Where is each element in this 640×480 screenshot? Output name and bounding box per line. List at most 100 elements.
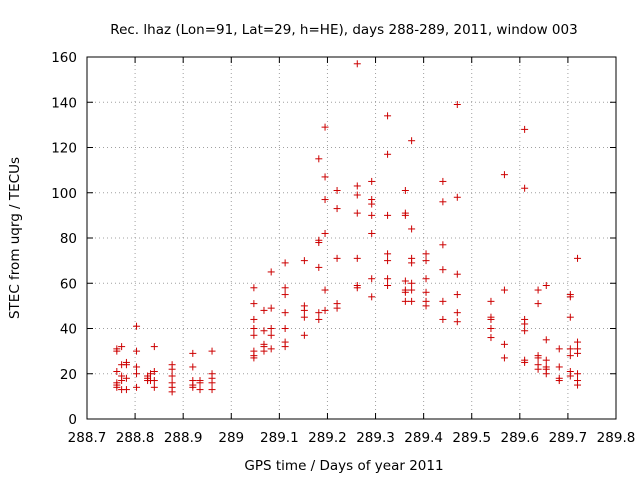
data-point	[384, 275, 392, 283]
data-point	[260, 327, 268, 335]
data-point	[321, 196, 329, 204]
y-tick-label: 80	[60, 231, 77, 247]
data-point	[500, 286, 508, 294]
data-point	[189, 383, 197, 391]
data-point	[368, 293, 376, 301]
y-tick-label: 140	[51, 95, 77, 111]
data-point	[401, 186, 409, 194]
data-point	[422, 302, 430, 310]
data-point	[208, 379, 216, 387]
y-tick-label: 160	[51, 50, 77, 66]
data-point	[534, 365, 542, 373]
data-point	[300, 257, 308, 265]
data-point	[321, 306, 329, 314]
data-point	[555, 345, 563, 353]
data-point	[113, 345, 121, 353]
y-tick-label: 0	[68, 412, 77, 428]
data-point	[353, 182, 361, 190]
data-point	[315, 315, 323, 323]
data-point	[401, 297, 409, 305]
y-tick-label: 60	[60, 276, 77, 292]
data-point	[566, 372, 574, 380]
data-point	[487, 334, 495, 342]
data-point	[521, 184, 529, 192]
data-point	[453, 318, 461, 326]
x-axis-title: GPS time / Days of year 2011	[244, 458, 443, 474]
data-point	[196, 386, 204, 394]
x-tick-label: 289	[218, 430, 244, 446]
y-tick-label: 40	[60, 322, 77, 338]
data-point	[521, 358, 529, 366]
data-point	[500, 171, 508, 179]
points-layer	[113, 60, 582, 396]
data-point	[321, 123, 329, 131]
data-point	[368, 177, 376, 185]
data-point	[566, 345, 574, 353]
data-point	[384, 150, 392, 158]
data-point	[521, 125, 529, 133]
data-point	[542, 336, 550, 344]
data-point	[453, 291, 461, 299]
data-point	[315, 239, 323, 247]
data-point	[439, 198, 447, 206]
data-point	[281, 325, 289, 332]
x-tick-label: 289.3	[356, 430, 395, 446]
data-point	[401, 288, 409, 296]
data-point	[315, 309, 323, 317]
data-point	[453, 270, 461, 278]
data-point	[487, 325, 495, 332]
data-point	[500, 354, 508, 362]
data-point	[189, 349, 197, 357]
data-point	[113, 367, 121, 375]
data-point	[384, 250, 392, 258]
data-point	[267, 345, 275, 353]
data-point	[122, 386, 130, 394]
data-point	[566, 313, 574, 321]
data-point	[521, 327, 529, 335]
data-point	[250, 354, 258, 362]
data-point	[133, 347, 141, 355]
data-point	[333, 205, 341, 213]
data-point	[267, 268, 275, 276]
data-point	[168, 372, 176, 380]
data-point	[133, 322, 141, 330]
data-point	[408, 225, 416, 233]
x-tick-label: 288.8	[116, 430, 155, 446]
data-point	[534, 354, 542, 362]
data-point	[122, 374, 130, 382]
data-point	[384, 282, 392, 290]
data-point	[384, 112, 392, 120]
ticks-layer: 288.7 288.8 288.9 289 289.1 289.2 289.3 289.4 28…	[51, 50, 635, 446]
data-point	[422, 288, 430, 296]
data-point	[368, 211, 376, 219]
data-point	[401, 277, 409, 285]
data-point	[315, 263, 323, 271]
data-point	[453, 309, 461, 317]
data-point	[566, 352, 574, 360]
data-point	[133, 363, 141, 371]
grid-layer	[87, 57, 616, 419]
data-point	[168, 365, 176, 373]
y-tick-label: 100	[51, 186, 77, 202]
data-point	[300, 313, 308, 321]
data-point	[574, 254, 582, 262]
data-point	[574, 338, 582, 346]
x-tick-label: 289.6	[500, 430, 539, 446]
data-point	[300, 331, 308, 339]
data-point	[453, 101, 461, 109]
data-point	[146, 370, 154, 378]
data-point	[260, 347, 268, 355]
data-point	[260, 306, 268, 314]
data-point	[422, 275, 430, 283]
data-point	[353, 284, 361, 292]
x-tick-label: 289.1	[260, 430, 299, 446]
data-point	[300, 306, 308, 314]
data-point	[122, 361, 130, 369]
data-point	[250, 331, 258, 339]
data-point	[321, 286, 329, 294]
data-point	[439, 177, 447, 185]
data-point	[574, 381, 582, 389]
data-point	[315, 155, 323, 163]
